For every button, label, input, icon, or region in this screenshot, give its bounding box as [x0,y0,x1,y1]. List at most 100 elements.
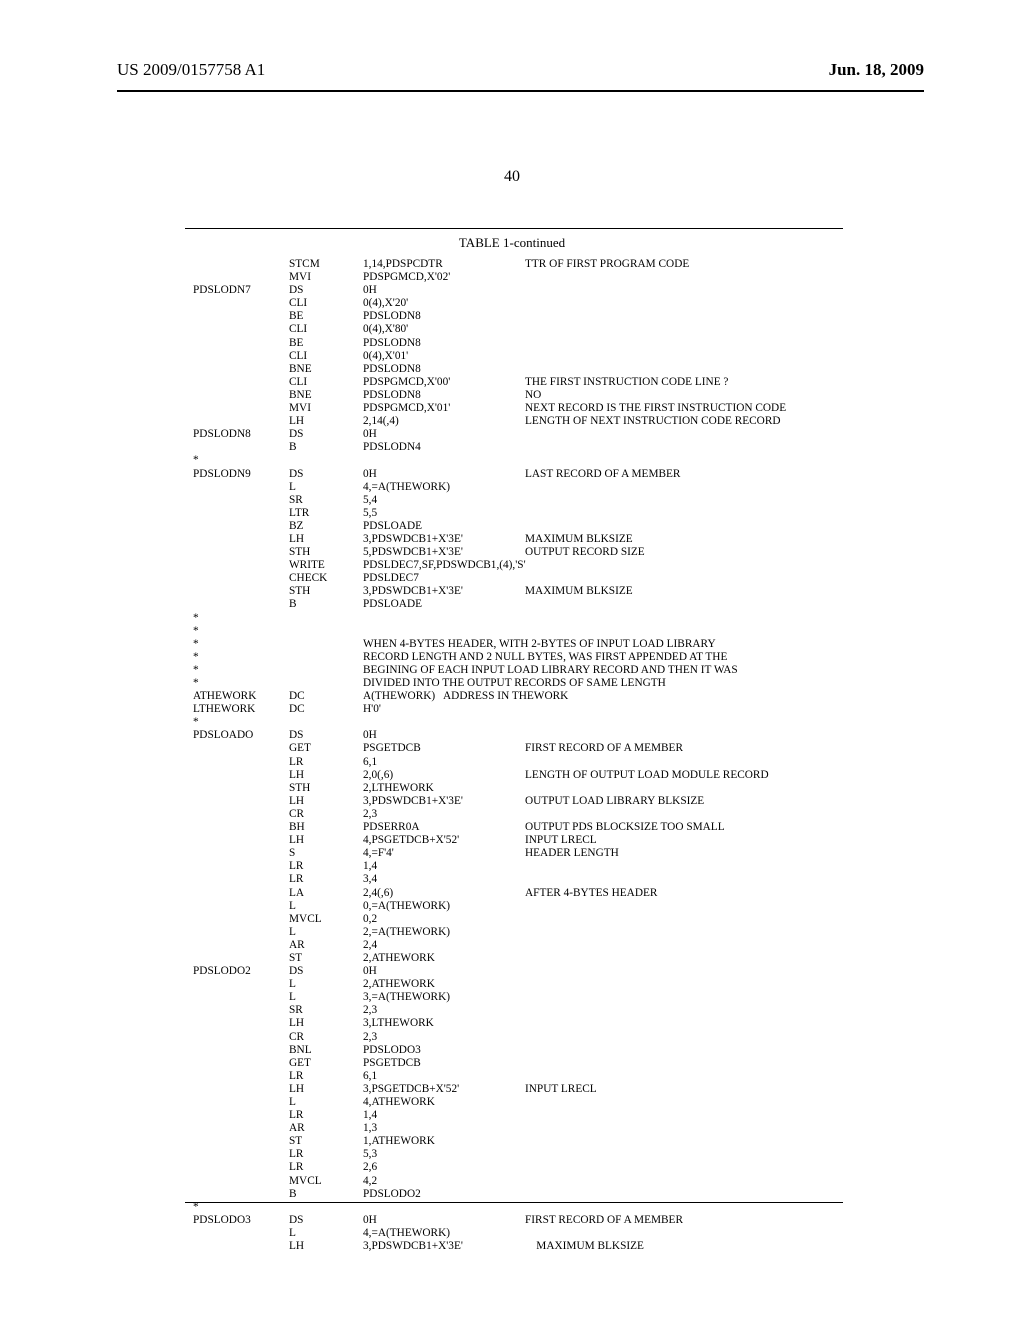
opcode-col: B [289,441,363,454]
opcode-col: DS [289,284,363,297]
operand-col: 2,ATHEWORK [363,952,435,965]
code-line: CR2,3 [193,1031,786,1044]
code-line: GETPSGETDCBFIRST RECORD OF A MEMBER [193,742,786,755]
code-line: LH3,PSGETDCB+X'52'INPUT LRECL [193,1083,786,1096]
comment-col: INPUT LRECL [525,834,597,847]
code-line: L4,=A(THEWORK) [193,1227,786,1240]
code-line: LH3,PDSWDCB1+X'3E'OUTPUT LOAD LIBRARY BL… [193,795,786,808]
page-number: 40 [0,168,1024,186]
operand-col: 5,PDSWDCB1+X'3E' [363,546,525,559]
operand-col: 4,=A(THEWORK) [363,481,450,494]
operand-col: 0(4),X'01' [363,350,408,363]
opcode-col: L [289,481,363,494]
operand-col: PDSPGMCD,X'01' [363,402,525,415]
opcode-col: CR [289,808,363,821]
opcode-col: LR [289,1148,363,1161]
code-line: L2,=A(THEWORK) [193,926,786,939]
code-line: LH4,PSGETDCB+X'52'INPUT LRECL [193,834,786,847]
operand-col: 5,4 [363,494,377,507]
code-line: LTR5,5 [193,507,786,520]
code-line: BHPDSERR0AOUTPUT PDS BLOCKSIZE TOO SMALL [193,821,786,834]
opcode-col: GET [289,742,363,755]
label-col: PDSLODN9 [193,468,289,481]
code-line: WRITEPDSLDEC7,SF,PDSWDCB1,(4),'S' [193,559,786,572]
opcode-col: LR [289,873,363,886]
opcode-col: LH [289,415,363,428]
comment-col: LENGTH OF NEXT INSTRUCTION CODE RECORD [525,415,781,428]
operand-col: 4,=A(THEWORK) [363,1227,450,1240]
code-line: BNLPDSLODO3 [193,1044,786,1057]
code-line: MVCL4,2 [193,1175,786,1188]
code-line: CLI0(4),X'20' [193,297,786,310]
code-line: SR2,3 [193,1004,786,1017]
opcode-col: BE [289,310,363,323]
comment-col: MAXIMUM BLKSIZE [525,585,633,598]
operand-col: PDSLDEC7 [363,572,419,585]
operand-col: PDSPGMCD,X'00' [363,376,525,389]
code-line: *BEGINING OF EACH INPUT LOAD LIBRARY REC… [193,664,786,677]
opcode-col: BZ [289,520,363,533]
code-line: BPDSLOADE [193,598,786,611]
comment-col: LENGTH OF OUTPUT LOAD MODULE RECORD [525,769,769,782]
opcode-col: CLI [289,350,363,363]
label-col: * [193,677,289,690]
operand-col: PSGETDCB [363,742,525,755]
code-line: LR1,4 [193,1109,786,1122]
opcode-col: SR [289,494,363,507]
operand-col: 3,PDSWDCB1+X'3E' [363,795,525,808]
code-line: MVIPDSPGMCD,X'02' [193,271,786,284]
operand-col: 2,3 [363,1004,377,1017]
opcode-col: DS [289,729,363,742]
operand-col: 2,LTHEWORK [363,782,434,795]
operand-col: PDSLDEC7,SF,PDSWDCB1,(4),'S' [363,559,526,572]
operand-col: PDSERR0A [363,821,525,834]
operand-col: 1,3 [363,1122,377,1135]
code-line: * [193,454,786,467]
operand-col: WHEN 4-BYTES HEADER, WITH 2-BYTES OF INP… [363,638,716,651]
code-line: L4,=A(THEWORK) [193,481,786,494]
opcode-col: CLI [289,297,363,310]
comment-col: AFTER 4-BYTES HEADER [525,887,657,900]
code-line: L4,ATHEWORK [193,1096,786,1109]
operand-col: 2,4(,6) [363,887,525,900]
comment-col: FIRST RECORD OF A MEMBER [525,742,683,755]
operand-col: 2,6 [363,1161,377,1174]
label-col: PDSLODO2 [193,965,289,978]
operand-col: 3,PSGETDCB+X'52' [363,1083,525,1096]
code-line: CHECKPDSLDEC7 [193,572,786,585]
comment-col: MAXIMUM BLKSIZE [525,1240,644,1253]
operand-col: PDSLODO3 [363,1044,421,1057]
code-line: * [193,612,786,625]
opcode-col: BE [289,337,363,350]
code-line: PDSLODN8DS0H [193,428,786,441]
operand-col: 2,=A(THEWORK) [363,926,450,939]
operand-col: 2,3 [363,1031,377,1044]
code-line: L3,=A(THEWORK) [193,991,786,1004]
comment-col: OUTPUT PDS BLOCKSIZE TOO SMALL [525,821,725,834]
opcode-col: DC [289,690,363,703]
operand-col: DIVIDED INTO THE OUTPUT RECORDS OF SAME … [363,677,666,690]
opcode-col: LA [289,887,363,900]
opcode-col: LR [289,860,363,873]
code-line: MVCL0,2 [193,913,786,926]
label-col: ATHEWORK [193,690,289,703]
code-line: LH3,PDSWDCB1+X'3E'MAXIMUM BLKSIZE [193,533,786,546]
opcode-col: BNE [289,363,363,376]
code-line: LR1,4 [193,860,786,873]
opcode-col: DS [289,965,363,978]
table-rule-top [185,228,843,229]
code-line: PDSLODN7DS0H [193,284,786,297]
opcode-col: DS [289,428,363,441]
operand-col: 2,ATHEWORK [363,978,435,991]
comment-col: NO [525,389,541,402]
operand-col: 0(4),X'20' [363,297,408,310]
opcode-col: STCM [289,258,363,271]
operand-col: 4,ATHEWORK [363,1096,435,1109]
code-line: BEPDSLODN8 [193,337,786,350]
opcode-col: CR [289,1031,363,1044]
operand-col: 0,2 [363,913,377,926]
code-line: SR5,4 [193,494,786,507]
opcode-col: MVCL [289,913,363,926]
opcode-col: LH [289,1083,363,1096]
opcode-col: LR [289,1109,363,1122]
